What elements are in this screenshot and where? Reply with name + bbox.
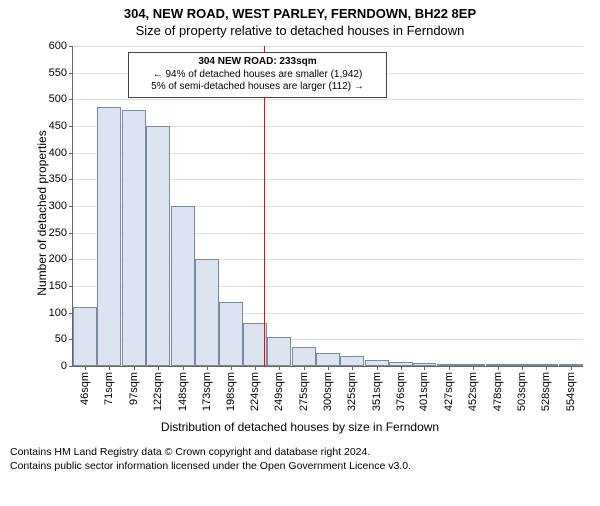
x-tick-mark (304, 366, 305, 370)
x-tick-mark (473, 366, 474, 370)
x-tick-label: 71sqm (103, 372, 115, 405)
x-tick-label: 46sqm (79, 372, 91, 405)
x-tick-mark (328, 366, 329, 370)
x-tick-mark (546, 366, 547, 370)
annotation-box: 304 NEW ROAD: 233sqm ← 94% of detached h… (128, 52, 387, 98)
x-tick-mark (352, 366, 353, 370)
x-tick-label: 122sqm (152, 372, 164, 411)
x-tick-mark (109, 366, 110, 370)
x-tick-label: 452sqm (467, 372, 479, 411)
histogram-bar (171, 206, 195, 366)
histogram-chart: Number of detached properties 304 NEW RO… (10, 46, 590, 366)
gridline (73, 46, 583, 47)
x-tick-mark (449, 366, 450, 370)
x-tick-mark (279, 366, 280, 370)
x-tick-mark (522, 366, 523, 370)
footer-line1: Contains HM Land Registry data © Crown c… (10, 446, 590, 460)
histogram-bar (267, 337, 291, 366)
x-tick-mark (158, 366, 159, 370)
histogram-bar (413, 363, 437, 366)
x-tick-label: 478sqm (492, 372, 504, 411)
histogram-bar (219, 302, 243, 366)
x-tick-label: 300sqm (322, 372, 334, 411)
histogram-bar (486, 364, 510, 366)
gridline (73, 99, 583, 100)
x-tick-mark (207, 366, 208, 370)
x-tick-label: 249sqm (273, 372, 285, 411)
x-tick-mark (134, 366, 135, 370)
histogram-bar (195, 259, 219, 366)
histogram-bar (292, 347, 316, 366)
x-tick-label: 528sqm (540, 372, 552, 411)
x-axis-label: Distribution of detached houses by size … (0, 420, 600, 434)
histogram-bar (146, 126, 170, 366)
y-axis-label: Number of detached properties (35, 113, 49, 313)
plot-area: 304 NEW ROAD: 233sqm ← 94% of detached h… (72, 46, 583, 367)
x-tick-mark (498, 366, 499, 370)
x-tick-label: 198sqm (225, 372, 237, 411)
x-tick-label: 97sqm (128, 372, 140, 405)
x-tick-label: 325sqm (346, 372, 358, 411)
x-tick-label: 554sqm (565, 372, 577, 411)
x-tick-mark (401, 366, 402, 370)
page-subtitle: Size of property relative to detached ho… (0, 23, 600, 38)
x-tick-label: 427sqm (443, 372, 455, 411)
histogram-bar (122, 110, 146, 366)
x-tick-label: 275sqm (298, 372, 310, 411)
x-tick-label: 148sqm (177, 372, 189, 411)
annotation-line3: 5% of semi-detached houses are larger (1… (135, 81, 380, 94)
histogram-bar (461, 364, 485, 366)
histogram-bar (534, 364, 558, 366)
x-tick-mark (183, 366, 184, 370)
x-tick-label: 376sqm (395, 372, 407, 411)
histogram-bar (365, 360, 389, 366)
histogram-bar (437, 364, 461, 366)
x-tick-mark (255, 366, 256, 370)
page-title: 304, NEW ROAD, WEST PARLEY, FERNDOWN, BH… (0, 6, 600, 21)
x-tick-label: 401sqm (418, 372, 430, 411)
annotation-line1: 304 NEW ROAD: 233sqm (135, 56, 380, 69)
histogram-bar (510, 364, 534, 366)
x-tick-mark (231, 366, 232, 370)
x-tick-label: 173sqm (201, 372, 213, 411)
histogram-bar (73, 307, 97, 366)
x-tick-label: 503sqm (516, 372, 528, 411)
x-tick-mark (424, 366, 425, 370)
annotation-line2: ← 94% of detached houses are smaller (1,… (135, 69, 380, 82)
footer-line2: Contains public sector information licen… (10, 460, 590, 474)
histogram-bar (340, 356, 364, 366)
y-tick-mark (69, 366, 73, 367)
x-tick-label: 224sqm (249, 372, 261, 411)
histogram-bar (559, 364, 583, 366)
x-tick-mark (377, 366, 378, 370)
histogram-bar (389, 362, 413, 366)
histogram-bar (97, 107, 121, 366)
histogram-bar (316, 353, 340, 366)
x-tick-mark (85, 366, 86, 370)
x-tick-label: 351sqm (371, 372, 383, 411)
x-tick-mark (571, 366, 572, 370)
